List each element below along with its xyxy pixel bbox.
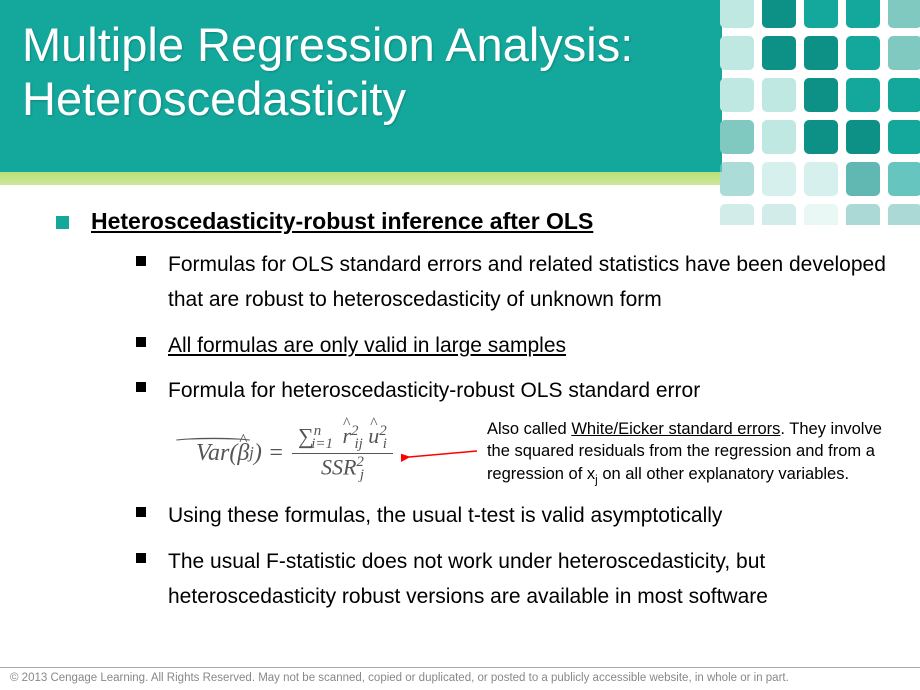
slide-body: Heteroscedasticity-robust inference afte… <box>0 172 920 630</box>
bullet-text: Formula for heteroscedasticity-robust OL… <box>168 373 700 408</box>
list-item: The usual F-statistic does not work unde… <box>136 544 890 615</box>
bullet-text: The usual F-statistic does not work unde… <box>168 544 890 615</box>
square-bullet-small-icon <box>136 507 146 517</box>
slide-header: Multiple Regression Analysis: Heterosced… <box>0 0 920 172</box>
square-bullet-small-icon <box>136 256 146 266</box>
square-bullet-small-icon <box>136 553 146 563</box>
square-bullet-small-icon <box>136 337 146 347</box>
bullet-text: Formulas for OLS standard errors and rel… <box>168 247 890 318</box>
list-item: Formula for heteroscedasticity-robust OL… <box>136 373 890 408</box>
list-item: Formulas for OLS standard errors and rel… <box>136 247 890 318</box>
section-heading: Heteroscedasticity-robust inference afte… <box>91 208 593 235</box>
formula-annotation: Also called White/Eicker standard errors… <box>487 418 890 488</box>
arrow-icon <box>401 441 479 465</box>
list-item: All formulas are only valid in large sam… <box>136 328 890 363</box>
variance-formula: ⌢Var(^βj) = ∑ni=1 ^r2ij ^u2i SSR2j <box>196 423 393 484</box>
title-line-2: Heteroscedasticity <box>22 72 406 125</box>
title-line-1: Multiple Regression Analysis: <box>22 18 633 71</box>
square-bullet-small-icon <box>136 382 146 392</box>
slide-title: Multiple Regression Analysis: Heterosced… <box>22 18 700 126</box>
header-decoration <box>722 0 920 172</box>
square-bullet-icon <box>56 216 69 229</box>
formula-row: ⌢Var(^βj) = ∑ni=1 ^r2ij ^u2i SSR2j <box>196 418 890 488</box>
copyright-footer: © 2013 Cengage Learning. All Rights Rese… <box>0 667 920 690</box>
bullet-text: Using these formulas, the usual t-test i… <box>168 498 722 533</box>
sub-bullet-list: Formulas for OLS standard errors and rel… <box>136 247 890 614</box>
list-item: Using these formulas, the usual t-test i… <box>136 498 890 533</box>
title-area: Multiple Regression Analysis: Heterosced… <box>0 0 722 172</box>
bullet-text-underlined: All formulas are only valid in large sam… <box>168 328 566 363</box>
